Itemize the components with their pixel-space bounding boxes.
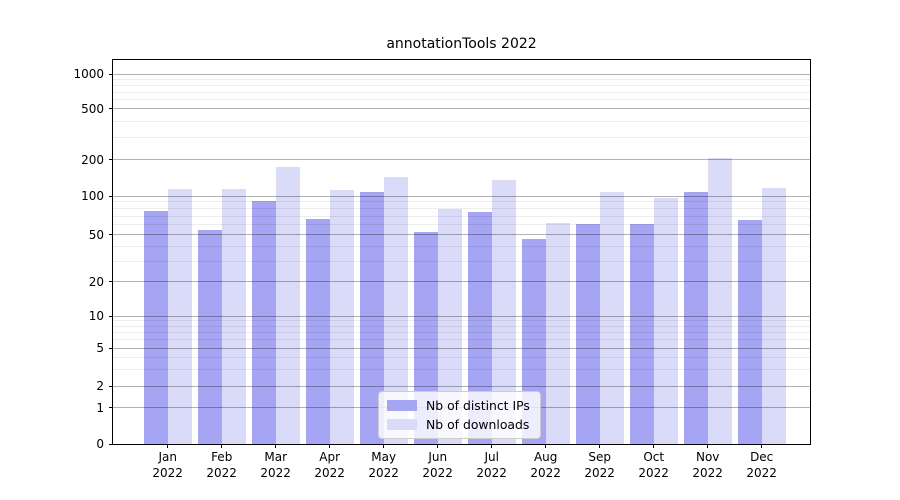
bar-distinct-ips-feb (197, 229, 222, 444)
legend-label-distinct-ips: Nb of distinct IPs (426, 398, 530, 413)
bar-downloads-aug (545, 222, 570, 444)
y-tick-label-1000: 1000 (73, 67, 104, 82)
y-tick-label-200: 200 (81, 152, 104, 167)
bar-downloads-jan (167, 189, 192, 444)
y-tick-label-20: 20 (88, 274, 104, 289)
bar-distinct-ips-oct (629, 223, 654, 444)
x-tick-label-jan: Jan 2022 (152, 450, 183, 480)
x-tick-oct (653, 444, 655, 448)
bar-distinct-ips-mar (251, 200, 276, 444)
x-tick-sep (599, 444, 601, 448)
legend: Nb of distinct IPs Nb of downloads (378, 391, 541, 439)
y-tick-label-500: 500 (81, 101, 104, 116)
x-tick-label-sep: Sep 2022 (584, 450, 615, 480)
x-tick-dec (761, 444, 763, 448)
x-tick-label-apr: Apr 2022 (314, 450, 345, 480)
x-tick-label-aug: Aug 2022 (530, 450, 561, 480)
y-tick-20 (109, 281, 113, 283)
y-tick-label-2: 2 (96, 379, 104, 394)
x-tick-mar (275, 444, 277, 448)
x-tick-label-nov: Nov 2022 (692, 450, 723, 480)
x-tick-nov (707, 444, 709, 448)
bar-downloads-oct (653, 198, 678, 444)
x-tick-label-oct: Oct 2022 (638, 450, 669, 480)
x-tick-jan (167, 444, 169, 448)
x-tick-label-jun: Jun 2022 (422, 450, 453, 480)
y-tick-50 (109, 234, 113, 236)
x-tick-jun (437, 444, 439, 448)
y-tick-label-100: 100 (81, 189, 104, 203)
bar-downloads-mar (275, 166, 300, 444)
bar-downloads-feb (221, 189, 246, 444)
y-tick-1000 (109, 73, 113, 75)
bar-distinct-ips-nov (683, 192, 708, 444)
y-tick-1 (109, 407, 113, 409)
y-tick-label-0: 0 (96, 437, 104, 451)
x-tick-aug (545, 444, 547, 448)
x-tick-label-dec: Dec 2022 (746, 450, 777, 480)
y-tick-label-1: 1 (96, 400, 104, 415)
y-tick-0 (109, 443, 113, 445)
y-tick-label-50: 50 (88, 227, 104, 242)
legend-swatch-downloads (387, 419, 417, 430)
legend-swatch-distinct-ips (387, 400, 417, 411)
plot-area: 0 1 2 5 10 20 50 100 200 500 1000 Jan 2022 Feb 2022 Mar… (73, 59, 811, 480)
bar-distinct-ips-jan (143, 211, 168, 444)
y-tick-label-10: 10 (88, 309, 104, 323)
x-tick-may (383, 444, 385, 448)
y-tick-200 (109, 159, 113, 161)
y-tick-2 (109, 385, 113, 387)
chart-title: annotationTools 2022 (386, 36, 537, 52)
bar-distinct-ips-dec (737, 220, 762, 444)
bar-downloads-apr (329, 189, 354, 444)
legend-entry-distinct-ips: Nb of distinct IPs (387, 398, 530, 413)
bar-distinct-ips-sep (575, 223, 600, 444)
y-tick-100 (109, 195, 113, 197)
bar-downloads-sep (599, 191, 624, 444)
bar-distinct-ips-apr (305, 219, 330, 444)
y-tick-10 (109, 315, 113, 317)
bars-layer (113, 60, 810, 444)
legend-label-downloads: Nb of downloads (426, 417, 530, 432)
x-tick-label-may: May 2022 (368, 450, 399, 480)
y-tick-500 (109, 108, 113, 110)
x-tick-feb (221, 444, 223, 448)
bar-downloads-dec (761, 187, 786, 444)
x-tick-apr (329, 444, 331, 448)
y-tick-5 (109, 347, 113, 349)
y-tick-label-5: 5 (96, 341, 104, 355)
x-tick-label-mar: Mar 2022 (260, 450, 291, 480)
x-tick-label-jul: Jul 2022 (476, 450, 507, 480)
axis-layer: 0 1 2 5 10 20 50 100 200 500 1000 Jan 2022 Feb 2022 Mar… (73, 60, 810, 479)
x-tick-jul (491, 444, 493, 448)
x-tick-label-feb: Feb 2022 (206, 450, 237, 480)
bar-downloads-nov (707, 158, 732, 444)
legend-entry-downloads: Nb of downloads (387, 417, 530, 432)
